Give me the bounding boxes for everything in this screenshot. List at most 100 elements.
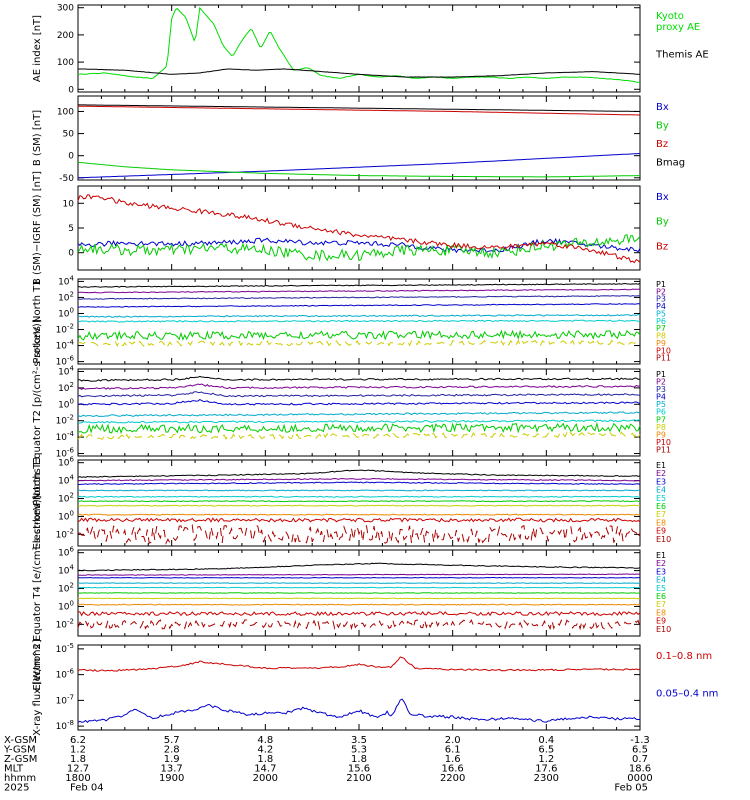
ephemeris-value: 1.9 — [164, 754, 180, 765]
ephemeris-value: 0.7 — [632, 754, 648, 765]
y-axis-label: AE index [nT] — [32, 15, 43, 82]
ephemeris-value: 5.7 — [164, 735, 180, 746]
series-e3 — [78, 576, 641, 579]
y-tick-label: 102 — [58, 290, 74, 303]
y-axis-label: Protons North T1 — [32, 279, 43, 363]
series-p5 — [77, 411, 641, 418]
legend-label: By — [656, 217, 669, 228]
legend-label: Bz — [656, 139, 668, 150]
ephemeris-row-label: hhmm — [4, 773, 36, 784]
legend-label: E6 — [656, 502, 666, 511]
panel-3: 0 5 10 B (SM)−IGRF (SM) [nT] Bx By Bz — [32, 171, 669, 285]
ephemeris-value: 18.6 — [629, 764, 651, 775]
legend-label: P10 — [656, 438, 671, 447]
y-tick-label: 100 — [58, 599, 74, 612]
legend-label: E1 — [656, 551, 666, 560]
y-tick-label: 10-6 — [56, 447, 75, 460]
legend-label: P10 — [656, 346, 671, 355]
legend-label: E2 — [656, 469, 666, 478]
series-0-05-0-4-nm — [77, 698, 641, 723]
ephemeris-row-label: Y-GSM — [3, 745, 36, 756]
series-p6 — [77, 419, 641, 424]
y-tick-label: 100 — [57, 58, 74, 68]
y-tick-label: 10-6 — [56, 355, 75, 368]
y-axis-label: Electrons North T3 — [32, 456, 43, 549]
ephemeris-value: 6.1 — [445, 745, 461, 756]
y-tick-label: 10-6 — [56, 668, 75, 681]
y-tick-label: 10-4 — [56, 430, 75, 443]
series-e7 — [77, 597, 641, 600]
legend-label: P11 — [656, 445, 671, 454]
ephemeris-value: 1.8 — [70, 754, 86, 765]
series-bz — [77, 194, 641, 264]
legend-label: P11 — [656, 354, 671, 363]
legend-label: E6 — [656, 592, 666, 601]
y-tick-label: 300 — [57, 4, 74, 14]
legend-label: P5 — [656, 400, 666, 409]
legend-label: proxy AE — [656, 22, 700, 33]
series-e9 — [77, 517, 641, 523]
legend-label: E2 — [656, 559, 666, 568]
legend-label: Bmag — [656, 158, 685, 169]
legend-label: P7 — [656, 324, 666, 333]
y-tick-label: 0 — [68, 249, 74, 259]
legend-label: E8 — [656, 518, 666, 527]
series-by — [77, 161, 640, 178]
ephemeris-value: 1.8 — [257, 754, 273, 765]
legend-label: P2 — [656, 287, 666, 296]
ephemeris-value: 14.7 — [254, 764, 276, 775]
series-bz — [78, 105, 640, 116]
y-tick-label: 104 — [58, 474, 74, 487]
ephemeris-value: 2300 — [534, 773, 559, 784]
series-e4 — [78, 489, 641, 492]
ephemeris-value: 2000 — [253, 773, 278, 784]
ephemeris-value: 1.2 — [70, 745, 86, 756]
series-p2 — [77, 288, 641, 294]
legend-label: 0.05–0.4 nm — [656, 689, 718, 700]
y-tick-label: 10-4 — [56, 339, 75, 352]
series-e8 — [77, 513, 640, 516]
y-tick-label: 10-2 — [56, 617, 74, 630]
series-e8 — [77, 603, 641, 606]
series-p6 — [77, 319, 641, 323]
legend-label: P3 — [656, 295, 666, 304]
y-tick-label: 104 — [58, 274, 74, 287]
ephemeris-value: 0000 — [627, 773, 652, 784]
series-e6 — [77, 592, 641, 594]
series-e4 — [78, 582, 640, 584]
y-axis-label: B (SM) [nT] — [32, 110, 43, 166]
legend-label: E10 — [656, 535, 671, 544]
legend-label: E5 — [656, 494, 666, 503]
legend-label: E3 — [656, 477, 666, 486]
series-e1 — [77, 469, 641, 478]
series-themis-ae — [78, 68, 641, 78]
ephemeris-value: 2.8 — [164, 745, 180, 756]
date-start: Feb 04 — [70, 783, 104, 794]
legend-label: 0.1–0.8 nm — [656, 651, 712, 662]
ephemeris-row-label: MLT — [4, 764, 24, 775]
legend-label: P2 — [656, 378, 666, 387]
legend-label: Bz — [656, 241, 668, 252]
legend-label: P3 — [656, 385, 666, 394]
ephemeris-value: 13.7 — [161, 764, 183, 775]
legend-label: P6 — [656, 408, 666, 417]
ephemeris-value: 1800 — [65, 773, 90, 784]
y-tick-label: 104 — [58, 564, 74, 577]
legend-label: E8 — [656, 608, 666, 617]
ephemeris-value: 6.2 — [70, 735, 86, 746]
legend-label: P6 — [656, 317, 666, 326]
legend-label: Bx — [656, 102, 669, 113]
series-e10 — [77, 523, 641, 545]
panel-2: -50 0 50 100 B (SM) [nT] Bx By Bz Bmag — [32, 95, 685, 184]
series-by — [77, 234, 641, 262]
ephemeris-value: 12.7 — [67, 764, 89, 775]
legend-label: E4 — [656, 486, 666, 495]
y-tick-label: 10-5 — [56, 642, 74, 655]
series-e2 — [77, 573, 641, 576]
series-e10 — [77, 618, 641, 631]
ephemeris-value: 5.3 — [351, 745, 367, 756]
series-p1 — [77, 375, 641, 382]
panel-7: 10-2 100 102 104 106 Electrons Equator T4 [e/… — [32, 495, 671, 690]
y-tick-label: -50 — [59, 174, 74, 184]
